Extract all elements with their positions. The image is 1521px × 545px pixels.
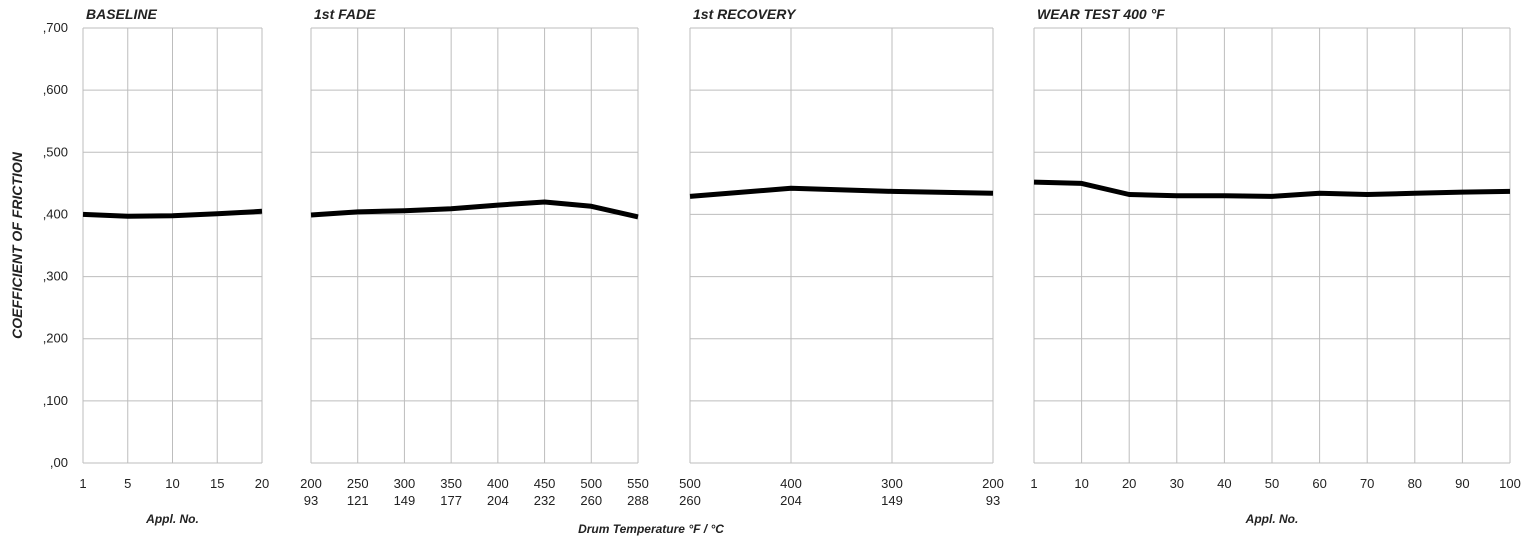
x-tick-label: 5 [124, 476, 131, 491]
x-tick-label: 300 [881, 476, 903, 491]
x-tick-label: 40 [1217, 476, 1231, 491]
x-tick-label: 450 [534, 476, 556, 491]
y-tick-label: ,300 [43, 269, 68, 284]
x-tick-label: 30 [1170, 476, 1184, 491]
x-axis-label: Appl. No. [1245, 512, 1299, 526]
x-tick-label: 500 [679, 476, 701, 491]
x-tick-label-celsius: 232 [534, 493, 556, 508]
x-tick-label: 90 [1455, 476, 1469, 491]
x-tick-label: 500 [580, 476, 602, 491]
y-tick-label: ,400 [43, 206, 68, 221]
x-tick-label: 1 [1030, 476, 1037, 491]
shared-x-axis-label: Drum Temperature °F / °C [578, 522, 724, 536]
x-tick-label: 15 [210, 476, 224, 491]
x-tick-label-celsius: 93 [986, 493, 1000, 508]
x-tick-label-celsius: 204 [487, 493, 509, 508]
x-tick-label: 80 [1408, 476, 1422, 491]
x-tick-label-celsius: 149 [394, 493, 416, 508]
x-tick-label: 400 [487, 476, 509, 491]
y-axis-label: COEFFICIENT OF FRICTION [9, 151, 25, 339]
y-tick-label: ,600 [43, 82, 68, 97]
x-tick-label-celsius: 204 [780, 493, 802, 508]
panel-title: 1st FADE [314, 6, 376, 22]
x-tick-label: 20 [1122, 476, 1136, 491]
x-tick-label-celsius: 260 [580, 493, 602, 508]
x-tick-label: 100 [1499, 476, 1521, 491]
x-tick-label: 200 [982, 476, 1004, 491]
y-tick-label: ,700 [43, 20, 68, 35]
x-tick-label: 200 [300, 476, 322, 491]
y-tick-label: ,00 [50, 455, 68, 470]
panel-title: BASELINE [86, 6, 157, 22]
y-tick-label: ,100 [43, 393, 68, 408]
x-tick-label: 50 [1265, 476, 1279, 491]
x-tick-label: 400 [780, 476, 802, 491]
y-tick-label: ,500 [43, 144, 68, 159]
x-tick-label: 1 [79, 476, 86, 491]
x-tick-label: 10 [165, 476, 179, 491]
x-tick-label-celsius: 177 [440, 493, 462, 508]
x-tick-label-celsius: 288 [627, 493, 649, 508]
y-tick-label: ,200 [43, 331, 68, 346]
x-tick-label: 550 [627, 476, 649, 491]
x-tick-label: 350 [440, 476, 462, 491]
x-tick-label-celsius: 149 [881, 493, 903, 508]
series-line-2-0 [690, 188, 993, 196]
x-tick-label: 300 [394, 476, 416, 491]
x-axis-label: Appl. No. [145, 512, 199, 526]
x-tick-label-celsius: 93 [304, 493, 318, 508]
x-tick-label: 60 [1312, 476, 1326, 491]
x-tick-label: 10 [1074, 476, 1088, 491]
x-tick-label: 70 [1360, 476, 1374, 491]
x-tick-label: 250 [347, 476, 369, 491]
x-tick-label-celsius: 121 [347, 493, 369, 508]
x-tick-label-celsius: 260 [679, 493, 701, 508]
panel-title: 1st RECOVERY [693, 6, 797, 22]
x-tick-label: 20 [255, 476, 269, 491]
panel-title: WEAR TEST 400 °F [1037, 6, 1165, 22]
